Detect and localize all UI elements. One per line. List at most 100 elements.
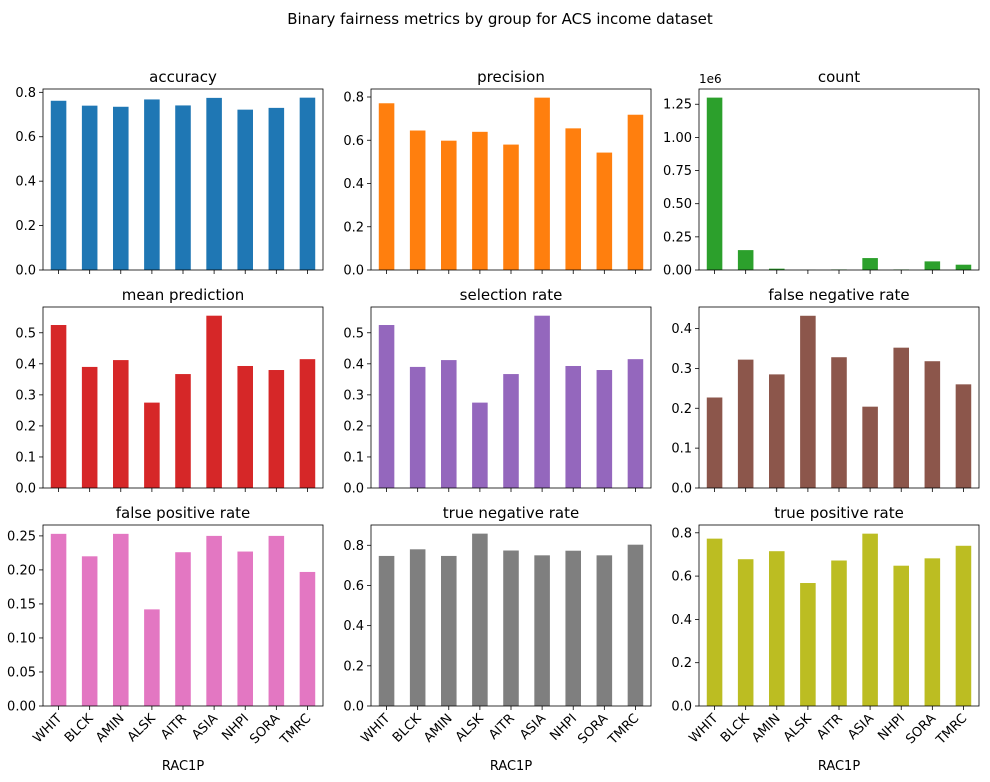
bar-AITR bbox=[831, 357, 847, 488]
y-tick-label: 0.0 bbox=[671, 700, 692, 715]
x-axis-label: RAC1P bbox=[490, 759, 533, 774]
bar-SORA bbox=[268, 535, 285, 706]
bar-WHIT bbox=[50, 325, 67, 488]
bar-ALSK bbox=[144, 609, 160, 706]
y-tick-label: 0.4 bbox=[671, 322, 692, 337]
y-tick-label: 0.10 bbox=[7, 631, 36, 646]
y-tick-label: 0.2 bbox=[343, 220, 364, 235]
x-tick-label: AITR bbox=[158, 711, 190, 743]
axes-frame bbox=[42, 524, 324, 707]
y-tick-label: 0.0 bbox=[15, 264, 36, 279]
bar-AITR bbox=[175, 552, 191, 706]
y-tick-label: 0.8 bbox=[343, 539, 364, 554]
subplot-title: precision bbox=[477, 68, 545, 86]
y-tick-label: 0.6 bbox=[343, 134, 364, 149]
axes-frame bbox=[698, 306, 980, 489]
axes-frame bbox=[42, 88, 324, 271]
x-tick-label: AMIN bbox=[93, 711, 127, 745]
bar-TMRC bbox=[955, 545, 972, 706]
bar-TMRC bbox=[955, 384, 972, 488]
bar-WHIT bbox=[378, 325, 395, 488]
bar-NHPI bbox=[565, 550, 581, 706]
y-tick-label: 0.0 bbox=[15, 482, 36, 497]
y-tick-label: 0.5 bbox=[15, 326, 36, 341]
bar-ASIA bbox=[206, 97, 222, 270]
x-tick-label: ASIA bbox=[845, 711, 877, 743]
bar-ASIA bbox=[862, 258, 878, 270]
subplot-mean-prediction: mean prediction 0.0 0.1 0.2 0.3 0.4 0.5 bbox=[15, 286, 324, 497]
bar-AMIN bbox=[769, 374, 785, 488]
subplot-title: mean prediction bbox=[122, 286, 245, 304]
x-tick-label: TMRC bbox=[605, 711, 642, 748]
x-tick-label: NHPI bbox=[219, 711, 252, 744]
y-tick-label: 0.3 bbox=[671, 362, 692, 377]
bar-SORA bbox=[924, 261, 941, 270]
y-tick-label: 0.00 bbox=[663, 264, 692, 279]
subplot-title: false negative rate bbox=[768, 286, 909, 304]
bar-AITR bbox=[175, 105, 191, 271]
bar-ALSK bbox=[472, 533, 488, 706]
y-tick-label: 0.00 bbox=[7, 700, 36, 715]
y-tick-label: 0.4 bbox=[15, 357, 36, 372]
x-tick-label: NHPI bbox=[547, 711, 580, 744]
bar-ALSK bbox=[144, 99, 160, 270]
bar-BLCK bbox=[81, 556, 98, 706]
y-tick-label: 0.8 bbox=[15, 86, 36, 101]
axes-frame bbox=[370, 306, 652, 489]
subplot-true-positive-rate: true positive rate 0.0 0.2 0.4 0.6 0.8 WHITBLC… bbox=[671, 504, 980, 774]
bar-AMIN bbox=[441, 555, 457, 706]
subplot-title: false positive rate bbox=[116, 504, 251, 522]
y-tick-label: 0.50 bbox=[663, 197, 692, 212]
axes-frame bbox=[698, 524, 980, 707]
bar-NHPI bbox=[237, 109, 253, 271]
x-tick-label: BLCK bbox=[62, 711, 97, 746]
x-tick-label: SORA bbox=[247, 711, 283, 747]
bar-ASIA bbox=[206, 315, 222, 488]
y-tick-label: 0.2 bbox=[343, 419, 364, 434]
bar-NHPI bbox=[237, 551, 253, 706]
bar-BLCK bbox=[737, 359, 754, 488]
y-tick-label: 0.6 bbox=[343, 579, 364, 594]
x-tick-label: BLCK bbox=[390, 711, 425, 746]
x-tick-label: ASIA bbox=[189, 711, 221, 743]
y-tick-label: 0.0 bbox=[343, 700, 364, 715]
axes-frame bbox=[698, 88, 980, 271]
x-tick-label: BLCK bbox=[718, 711, 753, 746]
x-axis-label: RAC1P bbox=[818, 759, 861, 774]
axes-frame bbox=[42, 306, 324, 489]
subplot-count: count 1e6 0.00 0.25 0.50 0.75 1.00 1.25 bbox=[663, 68, 980, 279]
bar-WHIT bbox=[378, 103, 395, 271]
y-tick-label: 0.5 bbox=[343, 326, 364, 341]
y-tick-label: 0.75 bbox=[663, 164, 692, 179]
bar-NHPI bbox=[893, 347, 909, 488]
bar-WHIT bbox=[378, 555, 395, 706]
subplot-title: accuracy bbox=[149, 68, 217, 86]
x-tick-label: WHIT bbox=[358, 711, 393, 746]
subplot-true-negative-rate: true negative rate 0.0 0.2 0.4 0.6 0.8 WHITBLC… bbox=[343, 504, 652, 774]
bar-BLCK bbox=[81, 366, 98, 488]
x-tick-label: WHIT bbox=[30, 711, 65, 746]
x-tick-label: SORA bbox=[575, 711, 611, 747]
x-tick-label: AMIN bbox=[749, 711, 783, 745]
subplot-title: true positive rate bbox=[774, 504, 904, 522]
bar-WHIT bbox=[706, 97, 723, 271]
axes-frame bbox=[370, 88, 652, 271]
y-tick-label: 0.4 bbox=[343, 177, 364, 192]
x-tick-label: ALSK bbox=[125, 711, 159, 745]
y-tick-label: 0.1 bbox=[15, 450, 36, 465]
bar-NHPI bbox=[565, 365, 581, 488]
bar-BLCK bbox=[81, 105, 98, 270]
bar-SORA bbox=[268, 107, 285, 270]
y-tick-label: 0.4 bbox=[15, 175, 36, 190]
bar-AMIN bbox=[769, 551, 785, 706]
y-tick-label: 0.0 bbox=[671, 482, 692, 497]
bar-ASIA bbox=[534, 97, 550, 271]
subplot-grid: accuracy 0.0 0.2 0.4 0.6 0.8 precision 0.0 0.2 0.… bbox=[7, 68, 980, 774]
bar-BLCK bbox=[737, 250, 754, 270]
x-tick-label: TMRC bbox=[933, 711, 970, 748]
figure-suptitle: Binary fairness metrics by group for ACS… bbox=[287, 10, 713, 28]
subplot-title: selection rate bbox=[460, 286, 563, 304]
x-tick-label: ASIA bbox=[517, 711, 549, 743]
bar-ASIA bbox=[534, 555, 550, 706]
